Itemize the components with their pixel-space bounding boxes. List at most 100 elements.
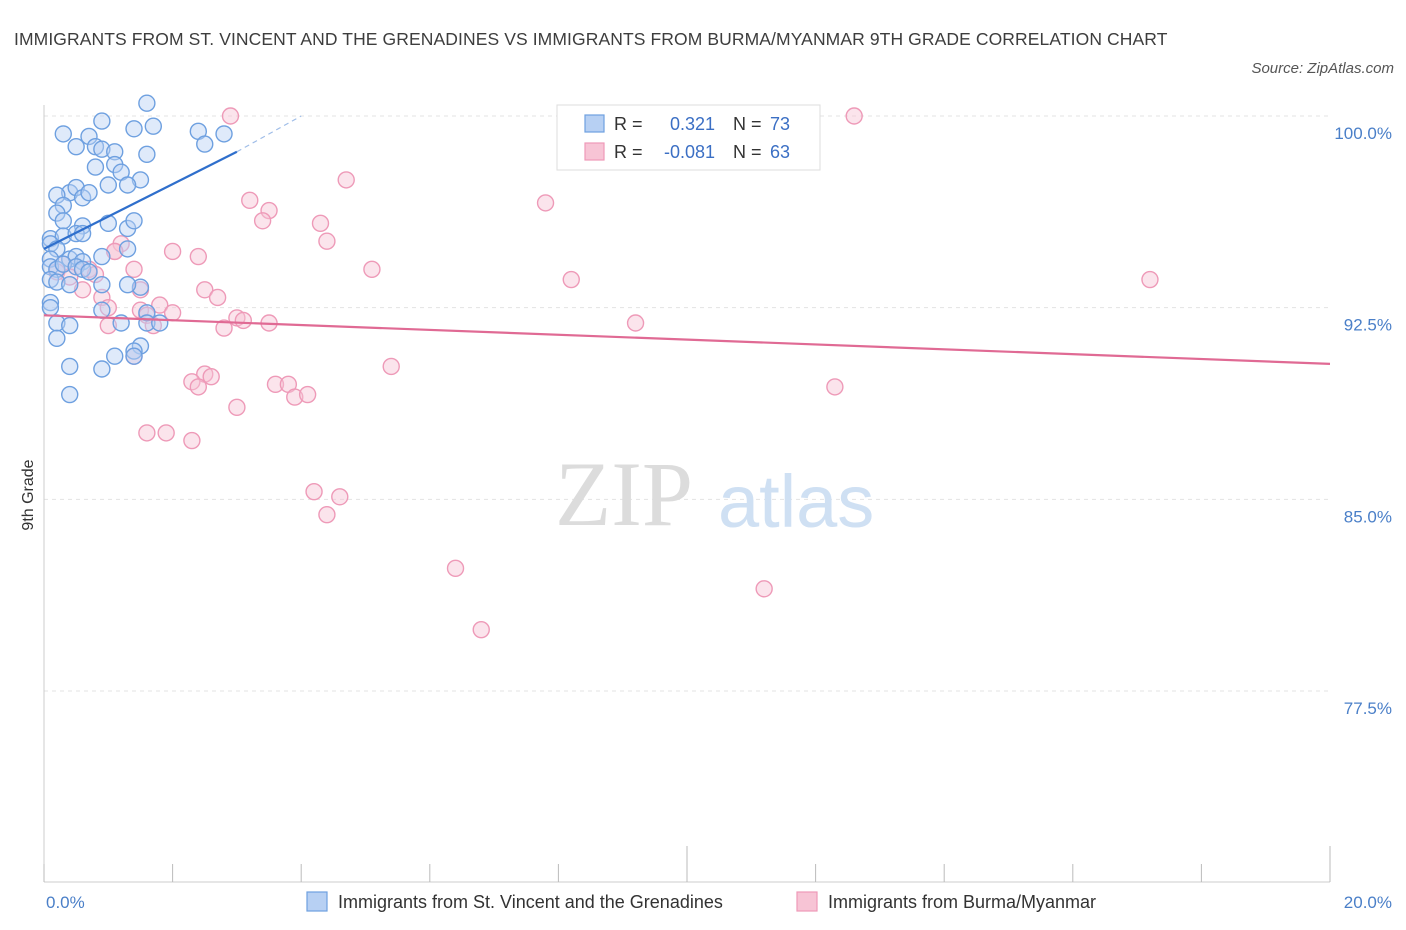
pink-point-13 <box>189 247 208 266</box>
pink-point-44 <box>202 367 220 386</box>
legend-r-label-1: R = <box>614 114 643 134</box>
trend-line-blue-extension <box>236 115 302 153</box>
pink-point-2 <box>845 107 863 125</box>
blue-point-65 <box>48 329 66 348</box>
pink-point-30 <box>151 296 169 314</box>
blue-point-14 <box>86 158 105 176</box>
pink-point-57 <box>331 488 349 506</box>
blue-point-49 <box>80 263 98 281</box>
blue-point-21 <box>67 178 85 197</box>
pink-point-8 <box>311 214 330 233</box>
blue-point-69 <box>61 357 79 376</box>
blue-point-68 <box>106 347 124 365</box>
blue-point-18 <box>118 176 137 194</box>
bottom-legend-swatch-blue <box>306 891 328 912</box>
blue-point-2 <box>144 117 163 135</box>
blue-point-55 <box>118 275 137 294</box>
series-st-vincent-points <box>41 94 233 404</box>
legend-r-value-1: 0.321 <box>670 114 715 134</box>
blue-point-24 <box>80 183 98 202</box>
pink-point-59 <box>446 559 465 578</box>
bottom-legend-swatch-pink <box>796 891 818 912</box>
blue-point-52 <box>61 275 79 294</box>
watermark-zip: ZIP <box>555 443 693 545</box>
pink-point-5 <box>241 191 259 210</box>
blue-point-12 <box>138 145 156 164</box>
pink-point-40 <box>626 314 645 332</box>
pink-point-52 <box>228 398 246 417</box>
blue-point-42 <box>93 247 111 266</box>
pink-point-24 <box>73 281 92 299</box>
x-tick-label-1: 20.0% <box>1344 893 1392 912</box>
pink-point-18 <box>363 260 381 279</box>
bottom-legend-label-blue: Immigrants from St. Vincent and the Gren… <box>338 892 723 912</box>
blue-point-51 <box>48 273 66 291</box>
blue-point-19 <box>99 176 118 194</box>
blue-point-5 <box>125 120 143 138</box>
blue-point-43 <box>118 240 137 258</box>
pink-point-4 <box>536 194 555 212</box>
x-tick-label-0: 0.0% <box>46 893 85 912</box>
pink-point-55 <box>183 431 201 450</box>
legend-n-value-2: 63 <box>770 142 790 162</box>
pink-point-60 <box>755 580 773 598</box>
pink-point-42 <box>382 357 400 376</box>
pink-point-46 <box>266 375 285 394</box>
blue-point-22 <box>48 186 66 204</box>
legend-r-label-2: R = <box>614 142 643 162</box>
blue-point-31 <box>125 212 143 230</box>
pink-point-49 <box>286 388 304 406</box>
y-tick-label-0: 100.0% <box>1334 124 1392 143</box>
y-axis-label: 9th Grade <box>20 459 37 530</box>
blue-point-1 <box>138 94 156 112</box>
pink-point-61 <box>472 620 490 639</box>
pink-point-54 <box>157 424 175 442</box>
pink-point-50 <box>298 385 317 404</box>
pink-point-6 <box>260 201 278 220</box>
blue-point-70 <box>93 360 111 378</box>
legend-n-value-1: 73 <box>770 114 790 134</box>
blue-point-7 <box>215 125 233 143</box>
pink-point-39 <box>215 319 233 337</box>
blue-point-72 <box>125 347 143 365</box>
blue-point-67 <box>125 342 143 360</box>
legend-box: R = 0.321 N = 73 R = -0.081 N = 63 <box>556 104 821 171</box>
pink-point-17 <box>125 260 143 279</box>
blue-point-54 <box>131 278 150 296</box>
blue-point-71 <box>61 385 79 404</box>
blue-point-4 <box>80 127 98 146</box>
pink-point-35 <box>234 311 253 330</box>
blue-point-35 <box>73 224 92 243</box>
pink-point-51 <box>826 378 844 396</box>
pink-point-28 <box>208 288 227 307</box>
legend-n-label-2: N = <box>733 142 762 162</box>
y-tick-label-2: 85.0% <box>1344 507 1392 526</box>
blue-point-62 <box>61 316 79 335</box>
blue-point-27 <box>54 212 72 230</box>
bottom-legend-label-pink: Immigrants from Burma/Myanmar <box>828 892 1096 912</box>
blue-point-46 <box>54 255 72 273</box>
blue-point-0 <box>93 112 111 130</box>
chart-title: IMMIGRANTS FROM ST. VINCENT AND THE GREN… <box>14 29 1168 49</box>
pink-point-22 <box>562 270 580 289</box>
pink-point-23 <box>1141 270 1159 289</box>
series-burma-points <box>48 107 1159 639</box>
legend-r-value-2: -0.081 <box>664 142 715 162</box>
blue-point-17 <box>131 171 150 189</box>
watermark-atlas: atlas <box>718 460 874 543</box>
blue-point-57 <box>41 298 60 317</box>
tick-labels: 100.0% 92.5% 85.0% 77.5% 0.0% 20.0% <box>46 124 1392 912</box>
pink-point-27 <box>93 288 111 307</box>
axes <box>43 105 1331 883</box>
blue-point-64 <box>151 314 169 332</box>
pink-point-58 <box>318 505 336 524</box>
blue-point-11 <box>106 143 124 161</box>
legend-n-label-1: N = <box>733 114 762 134</box>
blue-point-8 <box>67 137 85 156</box>
pink-point-48 <box>189 378 208 396</box>
pink-point-7 <box>253 212 272 230</box>
pink-point-0 <box>221 107 240 125</box>
blue-point-13 <box>196 135 214 153</box>
y-tick-label-1: 92.5% <box>1344 316 1392 335</box>
